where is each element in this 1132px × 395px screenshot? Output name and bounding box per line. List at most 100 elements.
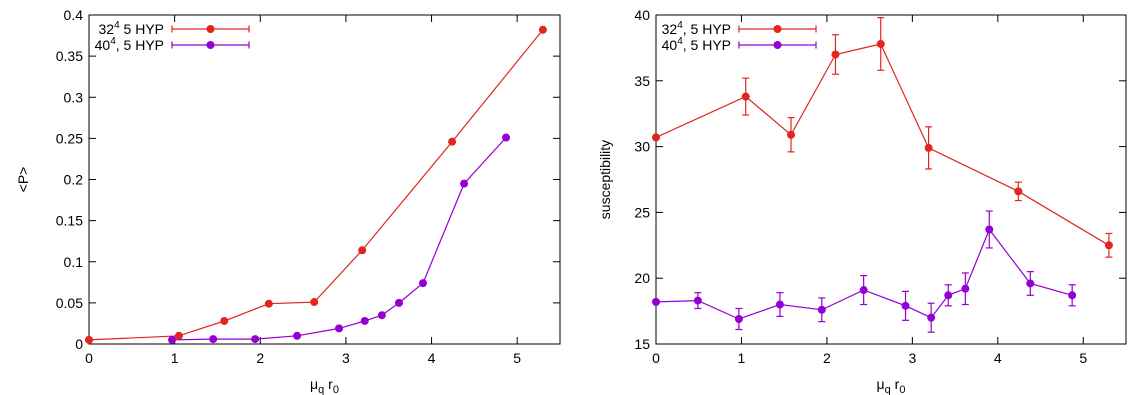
- legend-marker: [206, 25, 215, 33]
- x-tick-label: 3: [342, 350, 350, 366]
- data-point: [831, 50, 840, 59]
- legend-label-rest: , 5 HYP: [683, 37, 731, 53]
- x-tick-label: 2: [256, 350, 264, 366]
- y-tick-label: 0.35: [56, 48, 83, 64]
- data-point: [1026, 279, 1035, 288]
- legend-label-base: 32: [662, 21, 678, 37]
- data-point: [741, 92, 750, 101]
- legend-label: 404, 5 HYP: [95, 36, 164, 53]
- x-axis-title-sub2: 0: [333, 384, 339, 395]
- data-point: [395, 298, 404, 307]
- x-tick-label: 5: [513, 350, 521, 366]
- y-axis-title: <P>: [15, 167, 31, 193]
- y-tick-label: 0.15: [56, 213, 83, 229]
- data-point: [787, 130, 796, 139]
- legend-label-sup: 4: [677, 20, 683, 31]
- data-point: [775, 300, 784, 309]
- y-tick-label: 0.3: [64, 89, 84, 105]
- x-axis-title-sub: q: [318, 384, 324, 395]
- data-point: [734, 314, 743, 323]
- legend-label-base: 40: [662, 37, 678, 53]
- x-tick-label: 2: [823, 350, 831, 366]
- y-tick-label: 20: [634, 270, 650, 286]
- legend-label: 324, 5 HYP: [662, 20, 731, 37]
- x-axis-title-base: μ: [310, 376, 318, 392]
- legend-marker: [206, 41, 215, 49]
- data-point: [944, 291, 953, 300]
- x-tick-label: 0: [652, 350, 660, 366]
- y-tick-label: 40: [634, 7, 650, 23]
- legend-label-rest: , 5 HYP: [683, 21, 731, 37]
- series-line: [655, 228, 1073, 320]
- legend-label-rest: , 5 HYP: [116, 37, 164, 53]
- y-tick-label: 0.1: [64, 254, 84, 270]
- y-tick-label: 0.25: [56, 130, 83, 146]
- legend-label-sup: 4: [677, 36, 683, 47]
- plot-frame: [655, 14, 1127, 345]
- x-tick-label: 5: [1079, 350, 1087, 366]
- data-point: [901, 301, 910, 310]
- data-point: [209, 335, 218, 344]
- x-axis-title-sub: q: [885, 384, 891, 395]
- data-point: [220, 316, 229, 325]
- y-tick-label: 30: [634, 139, 650, 155]
- data-point: [418, 279, 427, 288]
- x-tick-label: 4: [428, 350, 436, 366]
- x-axis-title-base: μ: [877, 376, 885, 392]
- legend-label-base: 32: [99, 21, 115, 37]
- x-tick-label: 4: [994, 350, 1002, 366]
- data-point: [448, 137, 457, 146]
- data-point: [85, 335, 93, 344]
- legend-label: 324 5 HYP: [99, 20, 165, 37]
- x-axis-title-mid: r: [324, 376, 333, 392]
- data-point: [377, 311, 386, 320]
- data-point: [652, 297, 660, 306]
- x-axis-title-sub2: 0: [899, 384, 905, 395]
- y-tick-label: 0.05: [56, 295, 83, 311]
- data-point: [293, 331, 302, 340]
- data-point: [924, 143, 933, 152]
- data-point: [251, 335, 260, 344]
- data-point: [538, 25, 547, 34]
- data-point: [652, 133, 660, 142]
- data-point: [985, 225, 994, 234]
- x-axis-title: μq r0: [310, 376, 339, 395]
- legend-label-sup: 4: [114, 20, 120, 31]
- y-axis-title: susceptibility: [597, 140, 613, 219]
- series-1: [652, 17, 1113, 258]
- x-tick-label: 3: [908, 350, 916, 366]
- series-1: [85, 25, 547, 344]
- data-point: [360, 316, 369, 325]
- data-point: [264, 299, 273, 308]
- data-point: [1068, 291, 1077, 300]
- y-tick-label: 0: [75, 336, 83, 352]
- y-tick-label: 0.4: [64, 7, 84, 23]
- x-tick-label: 0: [85, 350, 93, 366]
- series-2: [168, 133, 511, 344]
- data-point: [335, 324, 344, 333]
- data-point: [1104, 241, 1113, 250]
- y-tick-label: 25: [634, 204, 650, 220]
- series-line: [172, 137, 507, 341]
- data-point: [817, 305, 826, 314]
- data-point: [927, 313, 936, 322]
- legend-marker: [773, 41, 782, 49]
- plot-frame: [88, 14, 561, 345]
- data-point: [502, 133, 511, 142]
- data-point: [358, 246, 367, 255]
- legend-label-base: 40: [95, 37, 111, 53]
- series-2: [652, 210, 1077, 333]
- x-axis-title-mid: r: [891, 376, 900, 392]
- y-tick-label: 35: [634, 73, 650, 89]
- data-point: [961, 284, 970, 293]
- data-point: [876, 39, 885, 48]
- chart-panel-1: 0 1 2 3 4 500.050.10.150.20.250.30.350.4μq r0…: [15, 7, 561, 395]
- data-point: [460, 179, 469, 188]
- y-tick-label: 15: [634, 336, 650, 352]
- x-axis-title: μq r0: [877, 376, 906, 395]
- legend-label: 404, 5 HYP: [662, 36, 731, 53]
- data-point: [693, 296, 702, 305]
- series-line: [88, 29, 544, 341]
